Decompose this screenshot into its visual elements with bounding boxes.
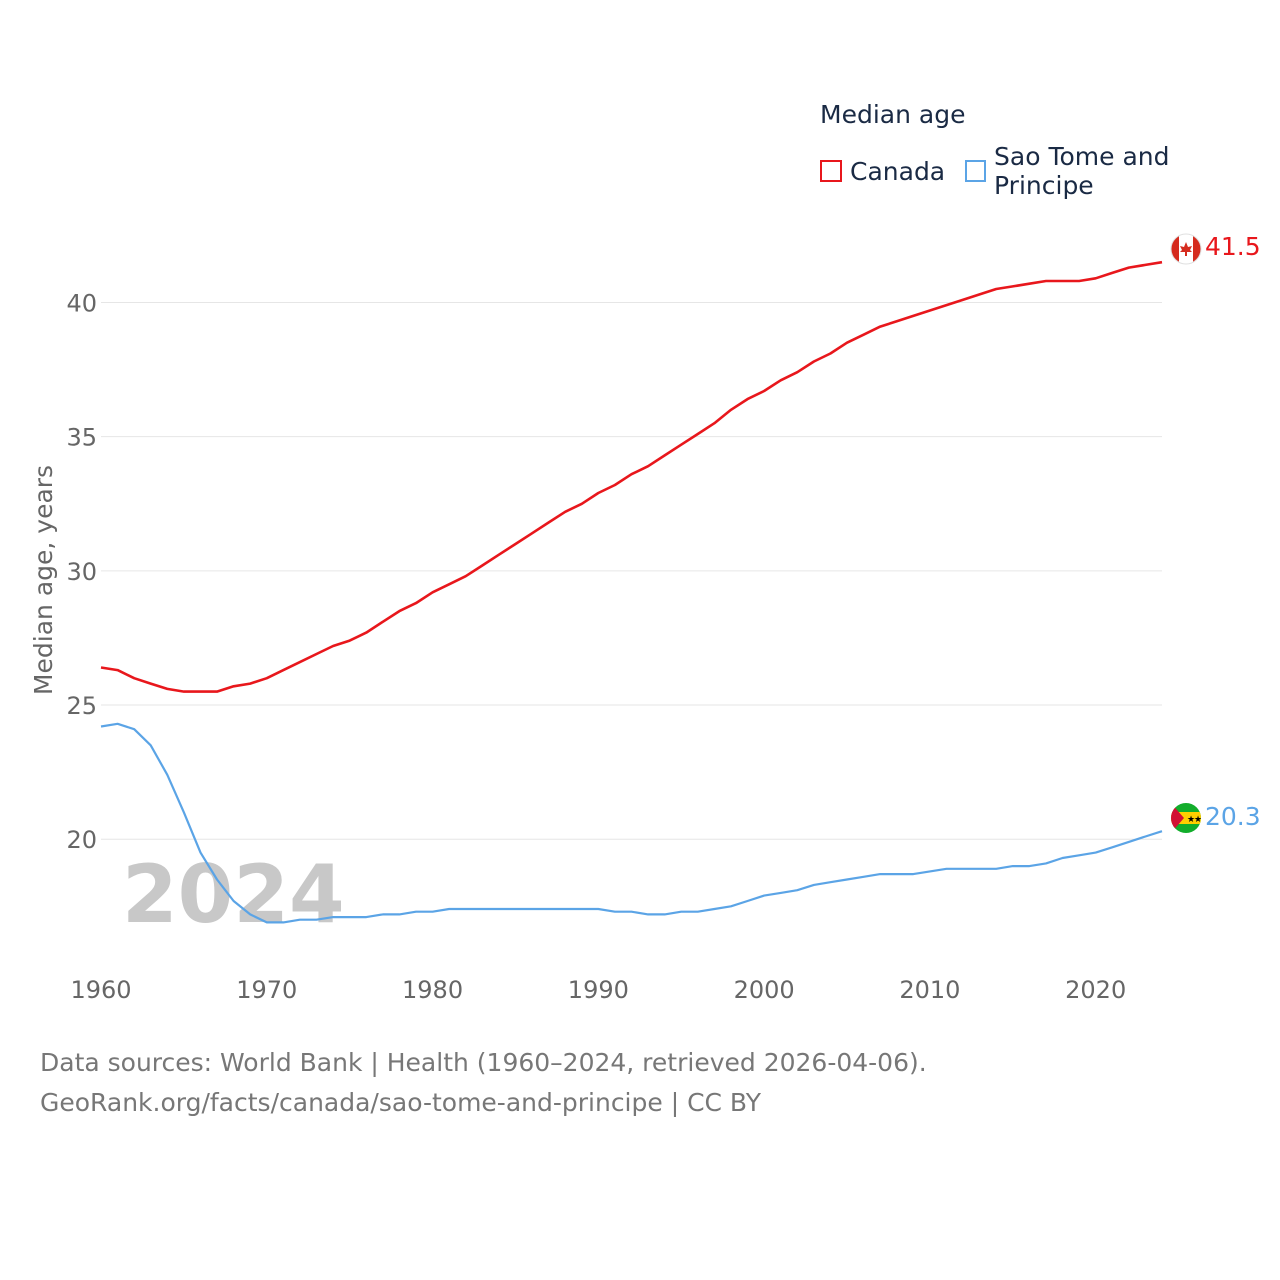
x-axis-ticks: 1960 1970 1980 1990 2000 2010 2020 xyxy=(70,976,1126,1004)
x-tick-label: 1960 xyxy=(70,976,131,1004)
series-line-canada xyxy=(100,260,1163,693)
footer-sources: Data sources: World Bank | Health (1960–… xyxy=(40,1048,927,1077)
legend: Canada Sao Tome and Principe xyxy=(820,142,1280,200)
footer: Data sources: World Bank | Health (1960–… xyxy=(40,1043,927,1123)
y-tick-label: 20 xyxy=(66,826,97,854)
legend-label-canada: Canada xyxy=(850,156,946,186)
legend-swatch-sao-tome xyxy=(965,160,987,182)
y-tick-label: 35 xyxy=(66,424,97,452)
gridlines xyxy=(101,301,1162,840)
stp-end-value: 20.3 xyxy=(1205,802,1261,831)
year-watermark: 2024 xyxy=(122,848,345,941)
y-axis-ticks: 20 25 30 35 40 xyxy=(66,289,97,854)
legend-item-canada[interactable]: Canada xyxy=(820,157,945,186)
svg-text:★: ★ xyxy=(1187,815,1195,825)
legend-swatch-canada xyxy=(820,160,842,182)
legend-label-sao-tome: Sao Tome and Principe xyxy=(994,142,1170,200)
sao-tome-flag-icon: ★ ★ xyxy=(1171,803,1202,833)
series-lines xyxy=(100,260,1163,924)
x-tick-label: 2000 xyxy=(734,976,795,1004)
series-line-sao-tome-and-principe xyxy=(100,722,1163,924)
y-tick-label: 40 xyxy=(66,289,97,317)
y-tick-label: 30 xyxy=(66,558,97,586)
legend-title: Median age xyxy=(820,100,966,129)
svg-text:★: ★ xyxy=(1194,815,1202,825)
y-tick-label: 25 xyxy=(66,692,97,720)
x-tick-label: 1980 xyxy=(402,976,463,1004)
y-axis-label: Median age, years xyxy=(29,465,58,695)
canada-flag-icon xyxy=(1170,233,1202,265)
x-tick-label: 2010 xyxy=(899,976,960,1004)
x-tick-label: 2020 xyxy=(1065,976,1126,1004)
x-tick-label: 1970 xyxy=(236,976,297,1004)
end-markers: ★ ★ 41.5 20.3 xyxy=(1170,232,1261,833)
canada-end-value: 41.5 xyxy=(1205,232,1261,261)
x-tick-label: 1990 xyxy=(568,976,629,1004)
legend-item-sao-tome[interactable]: Sao Tome and Principe xyxy=(965,142,1260,200)
footer-url[interactable]: GeoRank.org/facts/canada/sao-tome-and-pr… xyxy=(40,1088,761,1117)
